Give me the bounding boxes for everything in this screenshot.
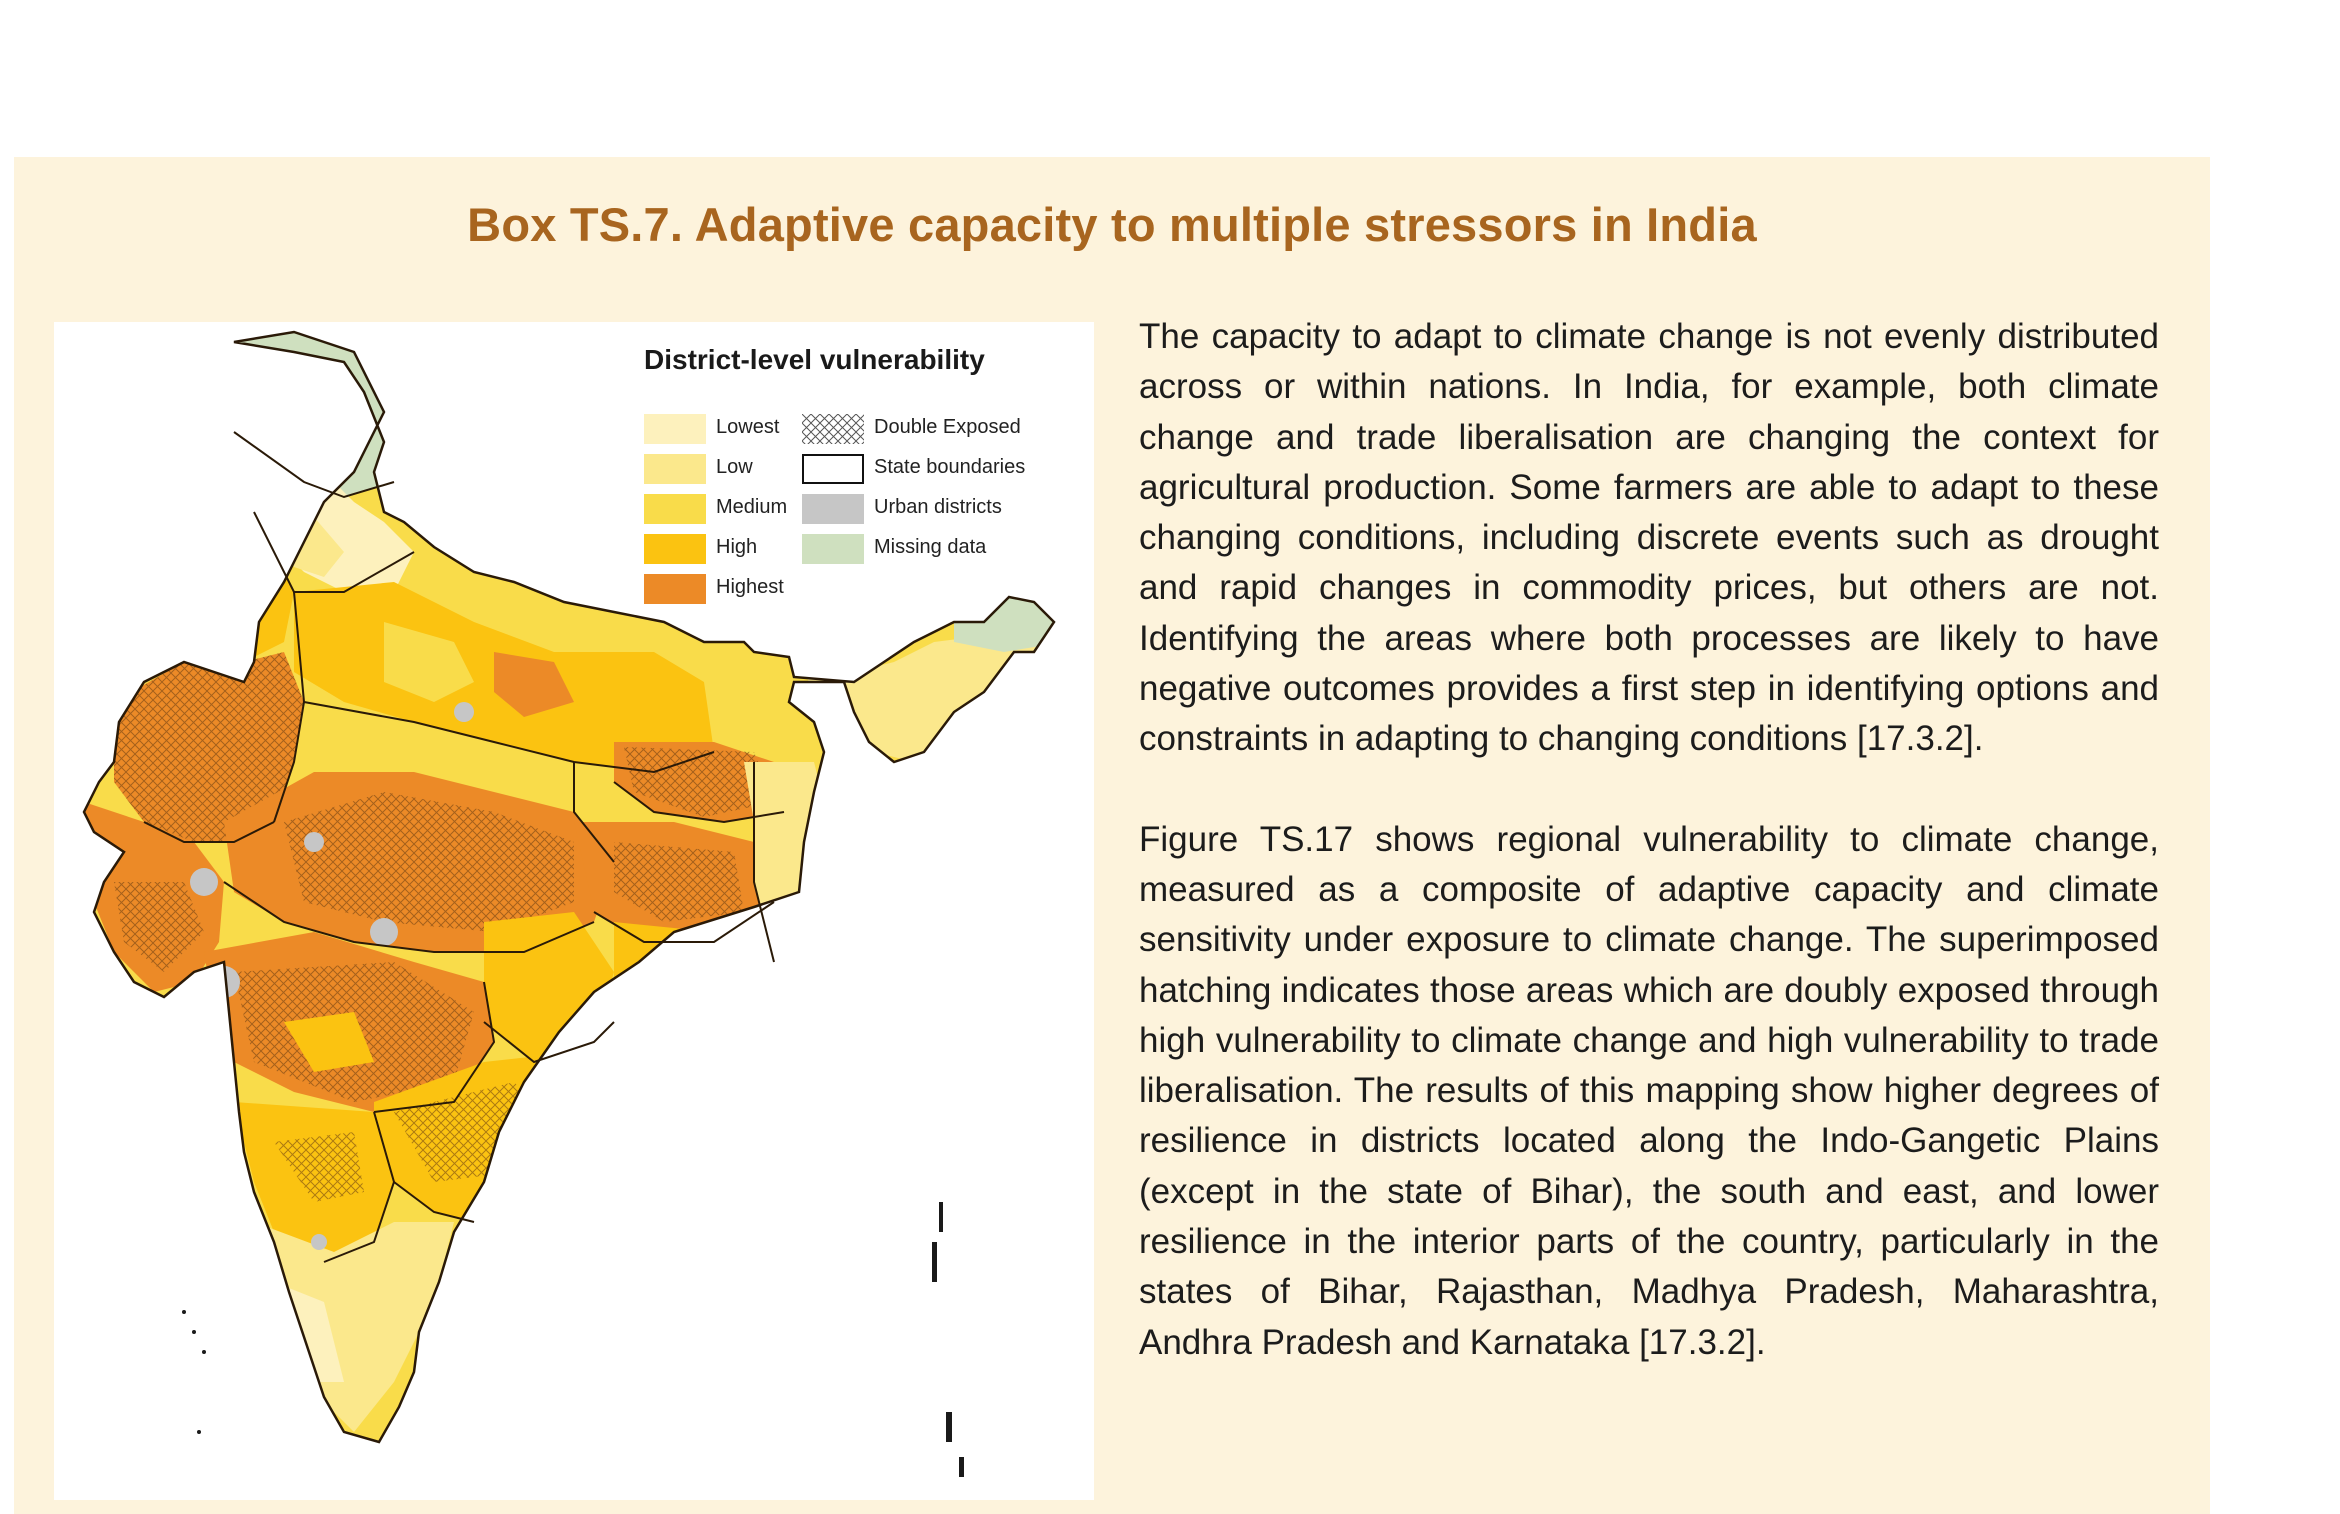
hatch-east: [614, 842, 744, 922]
urban-district: [190, 868, 218, 896]
paragraph-2: Figure TS.17 shows regional vulnerabilit…: [1139, 819, 2159, 1362]
region-medium-odisha: [654, 972, 744, 1032]
region-high-odisha: [614, 922, 774, 1042]
legend-swatch: [802, 534, 864, 564]
box-body-text: The capacity to adapt to climate change …: [1139, 312, 2159, 1368]
hatch-swatch: [802, 414, 864, 444]
map-legend: District-level vulnerability Lowest Low …: [644, 344, 1084, 604]
region-low-wb: [744, 762, 834, 962]
vulnerability-regions: [84, 332, 1054, 1432]
urban-district: [370, 918, 398, 946]
nicobar-islands: [959, 1457, 964, 1477]
legend-swatch: [644, 414, 706, 444]
legend-swatch: [644, 454, 706, 484]
urban-district: [454, 702, 474, 722]
legend-label: Lowest: [716, 416, 780, 438]
outline-swatch: [802, 454, 864, 484]
legend-swatch: [644, 534, 706, 564]
state-boundaries: [82, 330, 1056, 1444]
text-box: Box TS.7. Adaptive capacity to multiple …: [14, 157, 2210, 1514]
hatch-rajasthan: [114, 652, 304, 842]
nicobar-islands: [946, 1412, 952, 1442]
andaman-islands: [932, 1242, 937, 1282]
urban-district: [311, 1234, 327, 1250]
legend-label: High: [716, 536, 758, 558]
region-low-south: [254, 1222, 454, 1432]
legend-label: Low: [716, 456, 753, 478]
region-high-maharashtra: [284, 1012, 374, 1072]
hatch-mp: [284, 792, 574, 932]
lakshadweep-islands: [197, 1430, 201, 1434]
hatch-gujarat: [114, 882, 204, 972]
island-groups: [182, 1202, 964, 1477]
map-svg: [82, 330, 1056, 1477]
legend-title: District-level vulnerability: [644, 344, 985, 375]
legend-swatch: [644, 494, 706, 524]
hatch-karnataka: [274, 1132, 364, 1202]
lakshadweep-islands: [192, 1330, 196, 1334]
region-highest-up: [494, 652, 574, 717]
legend-swatch: [802, 494, 864, 524]
region-lowest-north: [254, 472, 414, 592]
hatch-bihar: [624, 747, 774, 817]
legend-swatch: [644, 574, 706, 604]
urban-district: [304, 832, 324, 852]
andaman-islands: [939, 1202, 943, 1232]
legend-label: State boundaries: [874, 456, 1026, 478]
lakshadweep-islands: [182, 1310, 186, 1314]
legend-label: Missing data: [874, 536, 987, 558]
region-medium-up: [384, 622, 474, 702]
box-title: Box TS.7. Adaptive capacity to multiple …: [467, 198, 1757, 251]
lakshadweep-islands: [202, 1350, 206, 1354]
legend-label: Double Exposed: [874, 416, 1021, 438]
paragraph-1: The capacity to adapt to climate change …: [1139, 317, 2159, 759]
region-missing-jk: [214, 332, 394, 497]
legend-label: Urban districts: [874, 496, 1002, 518]
legend-label: Highest: [716, 576, 784, 598]
legend-label: Medium: [716, 496, 788, 518]
india-vulnerability-map: District-level vulnerability Lowest Low …: [54, 322, 1094, 1500]
